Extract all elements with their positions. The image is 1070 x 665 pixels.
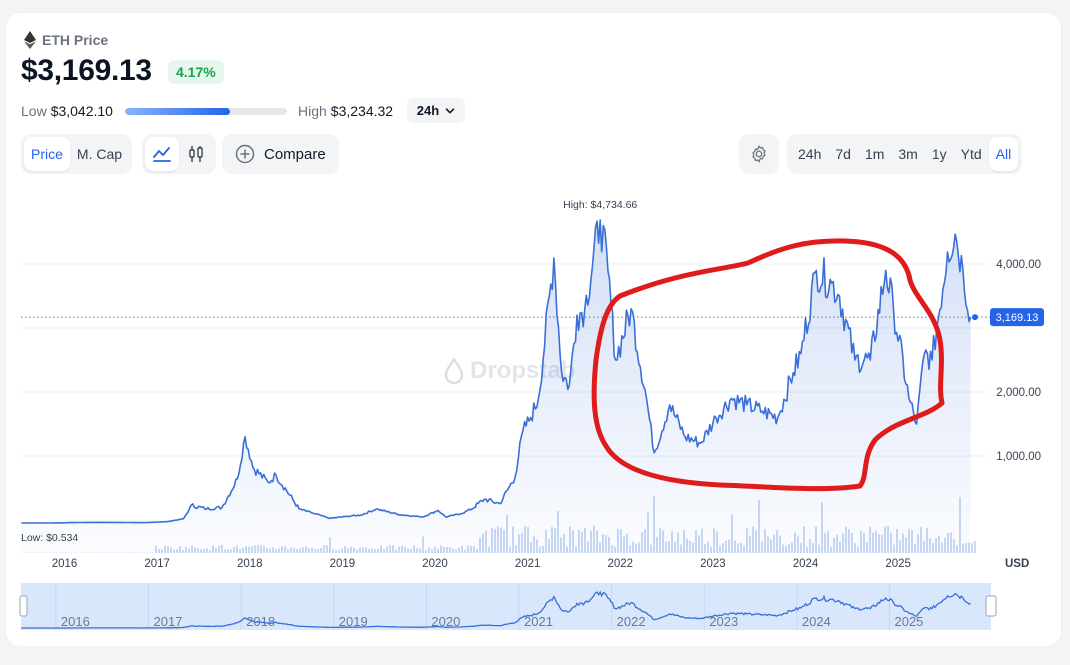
metric-toggle: Price M. Cap [21, 134, 133, 174]
tab-market-cap[interactable]: M. Cap [76, 146, 123, 162]
range-navigator[interactable]: 2016 2017 2018 2019 2020 2021 2022 2023 2024 2025 [19, 583, 997, 630]
navigator-tick-label: 2024 [802, 614, 831, 629]
line-chart-icon [153, 147, 171, 162]
x-tick-label: 2016 [52, 558, 78, 570]
annotation-circle [591, 238, 945, 492]
y-tick-label: 1,000.00 [996, 451, 1041, 463]
navigator-tick-label: 2021 [524, 614, 553, 629]
navigator-tick-label: 2020 [431, 614, 460, 629]
chevron-down-icon [445, 107, 455, 113]
asset-title: ETH Price [24, 31, 108, 49]
volume-bar [974, 540, 976, 553]
period-7d[interactable]: 7d [835, 146, 851, 162]
day-range: Low $3,042.10 High $3,234.32 [21, 100, 393, 122]
line-chart-button[interactable] [145, 137, 179, 171]
low-value: $3,042.10 [50, 103, 113, 119]
period-ytd[interactable]: Ytd [960, 146, 982, 162]
current-price-tag: 3,169.13 [990, 308, 1044, 327]
x-tick-label: 2020 [422, 558, 448, 570]
x-tick-label: 2023 [700, 558, 726, 570]
price-area [21, 220, 971, 553]
chart-settings-button[interactable] [739, 134, 779, 174]
price-change-badge: 4.17% [168, 60, 224, 84]
navigator-line [21, 590, 971, 629]
current-price-dot [972, 314, 978, 321]
x-tick-label: 2022 [607, 558, 633, 570]
period-all[interactable]: All [988, 137, 1019, 171]
y-tick-label: 4,000.00 [996, 259, 1041, 271]
navigator-tick-label: 2019 [339, 614, 368, 629]
high-value: $3,234.32 [330, 103, 394, 119]
x-axis-unit: USD [1005, 558, 1029, 570]
all-time-low-label: Low: $0.534 [21, 532, 78, 544]
navigator-tick-label: 2023 [709, 614, 738, 629]
x-tick-label: 2017 [144, 558, 170, 570]
navigator-tick-label: 2016 [61, 614, 90, 629]
add-circle-icon [235, 144, 255, 164]
candlestick-button[interactable] [179, 137, 213, 171]
range-timeframe-value: 24h [416, 103, 440, 118]
period-selector: 24h 7d 1m 3m 1y Ytd All [787, 134, 1023, 174]
price-line [21, 219, 972, 524]
ethereum-icon [24, 31, 36, 49]
volume-bar [971, 543, 973, 553]
navigator-tick-label: 2025 [894, 614, 923, 629]
range-timeframe-select[interactable]: 24h [407, 98, 465, 123]
compare-button[interactable]: Compare [222, 134, 339, 174]
current-price: $3,169.13 [21, 54, 152, 87]
chart-type-toggle [142, 134, 216, 174]
y-tick-label: 2,000.00 [996, 387, 1041, 399]
asset-name: ETH Price [42, 32, 109, 48]
period-1y[interactable]: 1y [931, 146, 947, 162]
x-tick-label: 2025 [885, 558, 911, 570]
navigator-left-handle[interactable] [19, 595, 28, 617]
tab-price[interactable]: Price [24, 137, 70, 171]
x-tick-label: 2018 [237, 558, 263, 570]
period-1m[interactable]: 1m [864, 146, 885, 162]
compare-label: Compare [264, 145, 326, 163]
low-label: Low [21, 103, 47, 119]
x-tick-label: 2019 [330, 558, 356, 570]
candlestick-icon [189, 146, 203, 162]
navigator-tick-label: 2017 [154, 614, 183, 629]
period-24h[interactable]: 24h [798, 146, 822, 162]
current-price-tag-text: 3,169.13 [996, 312, 1039, 324]
navigator-right-handle[interactable] [985, 595, 997, 617]
range-bar-fill [124, 107, 231, 115]
x-tick-label: 2024 [793, 558, 819, 570]
x-tick-label: 2021 [515, 558, 541, 570]
all-time-high-label: High: $4,734.66 [563, 199, 637, 211]
drop-logo-icon [444, 358, 464, 384]
high-label: High [297, 103, 327, 119]
navigator-tick-label: 2022 [617, 614, 646, 629]
range-bar [124, 107, 287, 115]
period-3m[interactable]: 3m [898, 146, 918, 162]
gear-icon [752, 145, 766, 163]
